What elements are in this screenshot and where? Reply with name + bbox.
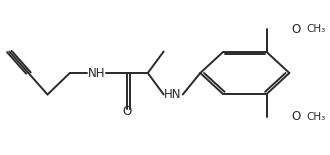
Text: O: O xyxy=(122,105,132,118)
Text: CH₃: CH₃ xyxy=(307,24,326,34)
Text: O: O xyxy=(291,23,300,36)
Text: CH₃: CH₃ xyxy=(307,112,326,122)
Text: NH: NH xyxy=(88,66,106,80)
Text: O: O xyxy=(291,110,300,123)
Text: HN: HN xyxy=(164,88,181,101)
